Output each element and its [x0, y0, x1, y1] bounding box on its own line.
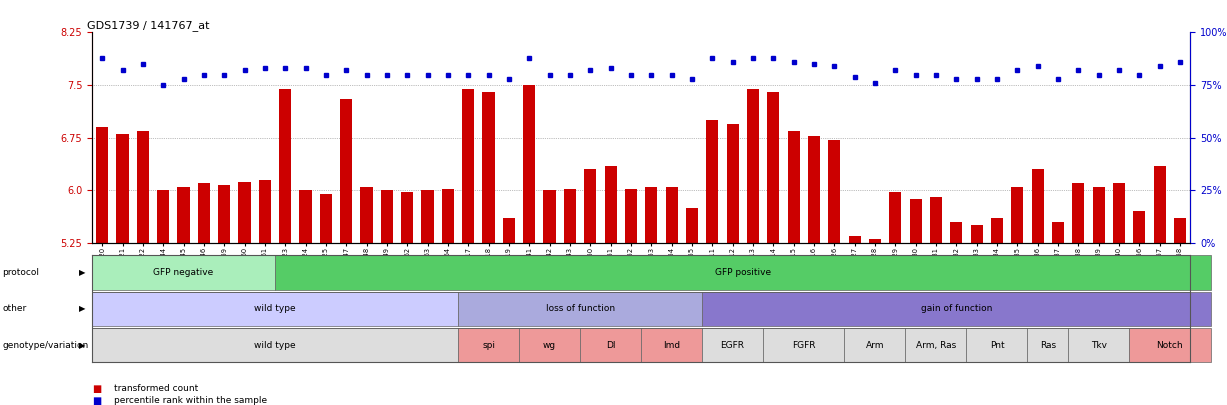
Bar	[299, 190, 312, 243]
Text: spi: spi	[482, 341, 494, 350]
Bar	[950, 222, 962, 243]
Text: protocol: protocol	[2, 268, 39, 277]
Text: genotype/variation: genotype/variation	[2, 341, 88, 350]
Bar	[503, 218, 515, 243]
Bar	[869, 239, 881, 243]
Bar	[645, 187, 658, 243]
Bar	[1113, 183, 1125, 243]
Bar	[340, 99, 352, 243]
Bar	[747, 89, 760, 243]
Bar	[1153, 166, 1166, 243]
Bar	[686, 208, 698, 243]
Bar	[1092, 187, 1104, 243]
Bar	[1032, 169, 1044, 243]
Text: gain of function: gain of function	[920, 304, 991, 313]
Bar	[178, 187, 190, 243]
Bar	[442, 189, 454, 243]
Bar	[828, 140, 840, 243]
Text: Arm, Ras: Arm, Ras	[915, 341, 956, 350]
Bar	[890, 192, 902, 243]
Bar	[767, 92, 779, 243]
Bar	[605, 166, 617, 243]
Bar	[909, 199, 921, 243]
Bar	[157, 190, 169, 243]
Text: wild type: wild type	[254, 341, 296, 350]
Text: Dl: Dl	[606, 341, 616, 350]
Text: ▶: ▶	[80, 304, 86, 313]
Bar	[1174, 218, 1187, 243]
Bar	[482, 92, 494, 243]
Bar	[564, 189, 575, 243]
Text: percentile rank within the sample: percentile rank within the sample	[114, 396, 267, 405]
Bar	[665, 187, 677, 243]
Text: other: other	[2, 304, 27, 313]
Bar	[259, 180, 271, 243]
Bar	[849, 236, 861, 243]
Text: FGFR: FGFR	[793, 341, 816, 350]
Text: GDS1739 / 141767_at: GDS1739 / 141767_at	[87, 20, 209, 31]
Bar	[198, 183, 210, 243]
Bar	[991, 218, 1004, 243]
Bar	[1011, 187, 1023, 243]
Bar	[361, 187, 373, 243]
Bar	[707, 120, 718, 243]
Text: EGFR: EGFR	[720, 341, 745, 350]
Bar	[136, 131, 148, 243]
Bar	[544, 190, 556, 243]
Bar	[421, 190, 433, 243]
Bar	[726, 124, 739, 243]
Text: transformed count: transformed count	[114, 384, 199, 393]
Bar	[807, 136, 820, 243]
Bar	[218, 185, 231, 243]
Bar	[584, 169, 596, 243]
Text: Imd: Imd	[663, 341, 680, 350]
Text: Tkv: Tkv	[1091, 341, 1107, 350]
Bar	[788, 131, 800, 243]
Bar	[117, 134, 129, 243]
Text: GFP positive: GFP positive	[714, 268, 771, 277]
Bar	[401, 192, 413, 243]
Text: wg: wg	[544, 341, 556, 350]
Bar	[320, 194, 333, 243]
Text: ▶: ▶	[80, 268, 86, 277]
Text: Pnt: Pnt	[990, 341, 1005, 350]
Bar	[971, 226, 983, 243]
Text: Notch: Notch	[1157, 341, 1183, 350]
Text: ▶: ▶	[80, 341, 86, 350]
Text: wild type: wild type	[254, 304, 296, 313]
Bar	[523, 85, 535, 243]
Bar	[1052, 222, 1064, 243]
Text: Arm: Arm	[866, 341, 885, 350]
Text: Ras: Ras	[1039, 341, 1056, 350]
Bar	[238, 182, 250, 243]
Bar	[625, 189, 637, 243]
Bar	[930, 197, 942, 243]
Bar	[463, 89, 475, 243]
Text: ■: ■	[92, 396, 102, 405]
Bar	[279, 89, 291, 243]
Bar	[1072, 183, 1085, 243]
Text: ■: ■	[92, 384, 102, 394]
Text: loss of function: loss of function	[546, 304, 615, 313]
Text: GFP negative: GFP negative	[153, 268, 213, 277]
Bar	[96, 127, 108, 243]
Bar	[380, 190, 393, 243]
Bar	[1134, 211, 1146, 243]
